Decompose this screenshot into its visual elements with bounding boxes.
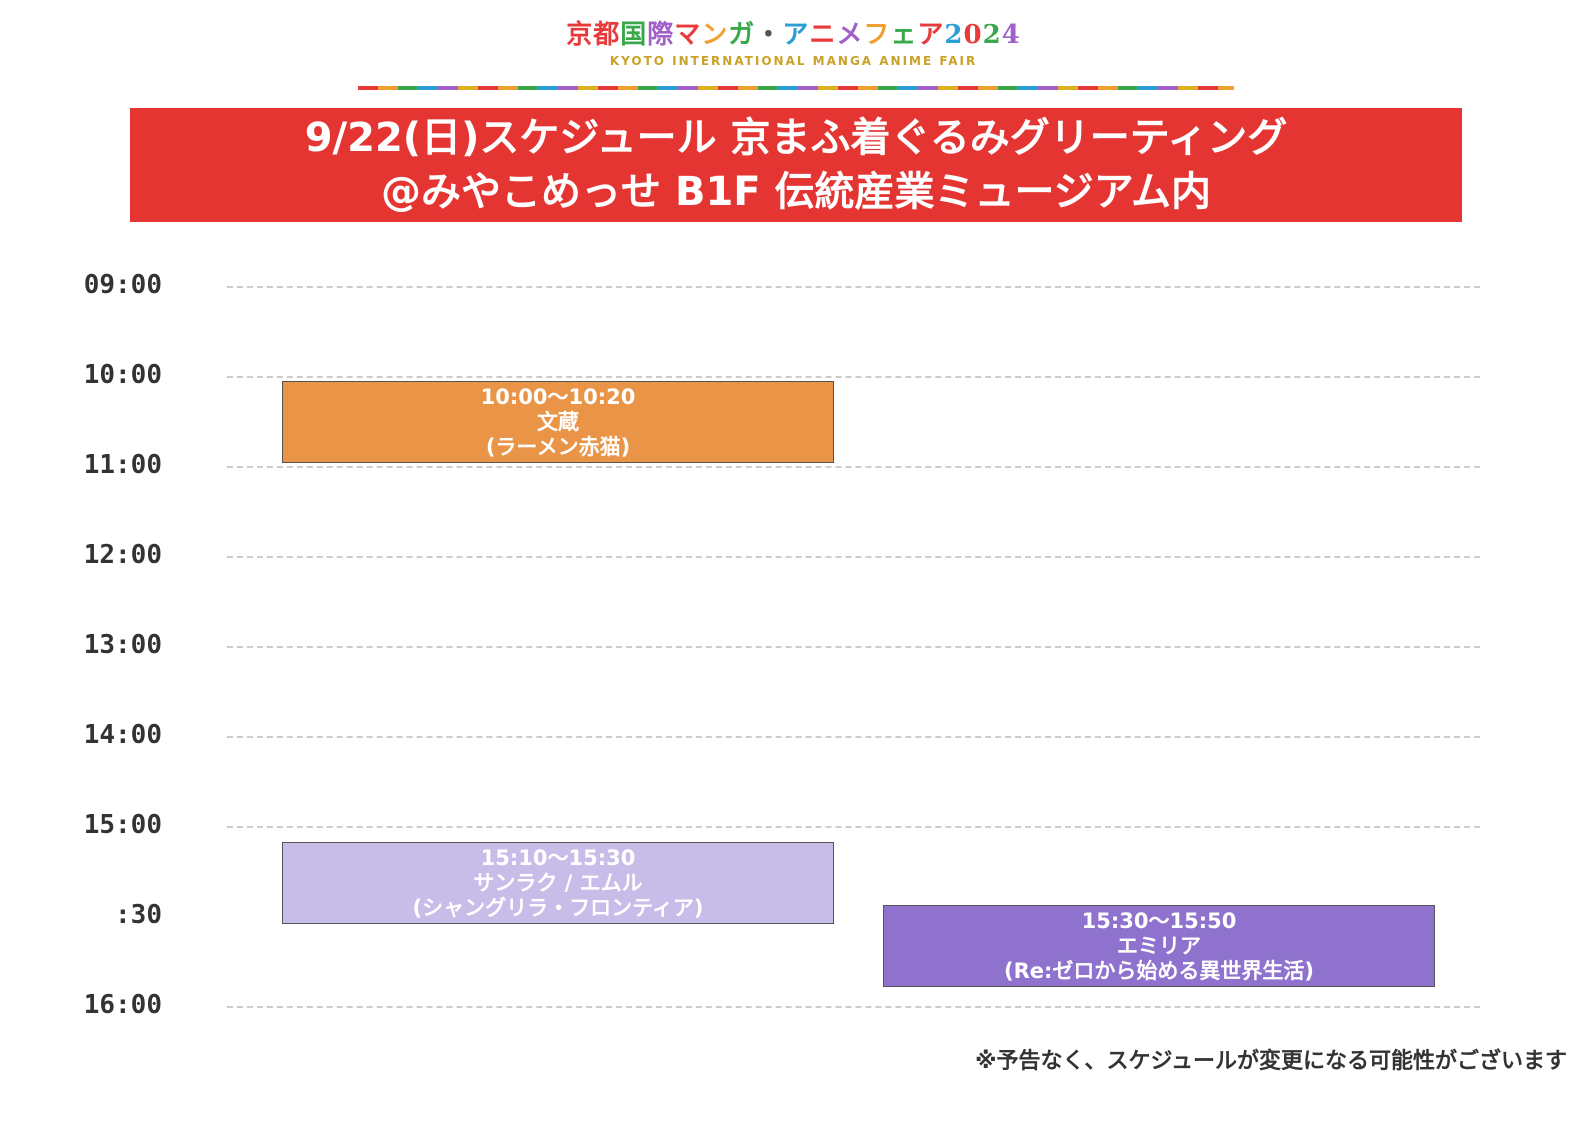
logo-char: ニ — [809, 20, 837, 50]
logo-char: ェ — [890, 20, 918, 50]
time-tick: 15:00 — [83, 810, 162, 840]
logo-char: ガ — [728, 20, 756, 50]
time-tick: 14:00 — [83, 720, 162, 750]
event-block-bunzo: 10:00～10:20 文蔵 (ラーメン赤猫) — [282, 381, 834, 463]
logo-english-title: KYOTO INTERNATIONAL MANGA ANIME FAIR — [609, 54, 978, 68]
time-gridline — [227, 466, 1480, 468]
logo-char: ン — [701, 20, 729, 50]
time-tick: 09:00 — [83, 270, 162, 300]
logo-char: ア — [917, 20, 945, 50]
event-character: サンラク / エムル — [473, 870, 643, 895]
time-tick: 11:00 — [83, 450, 162, 480]
fair-logo: 京都国際マンガ・アニメフェア2024 KYOTO INTERNATIONAL M… — [0, 18, 1587, 68]
logo-color-rule — [358, 86, 1234, 90]
time-gridline — [227, 736, 1480, 738]
logo-japanese-title: 京都国際マンガ・アニメフェア2024 — [0, 18, 1587, 52]
event-block-emilia: 15:30～15:50 エミリア (Re:ゼロから始める異世界生活) — [883, 905, 1435, 987]
logo-char: メ — [836, 20, 864, 50]
time-tick: 12:00 — [83, 540, 162, 570]
time-gridline — [227, 376, 1480, 378]
banner-line-1: 9/22(日)スケジュール 京まふ着ぐるみグリーティング — [304, 115, 1288, 161]
time-tick: 16:00 — [83, 990, 162, 1020]
event-time: 15:10～15:30 — [480, 845, 636, 870]
logo-char: マ — [674, 20, 702, 50]
event-work: (シャングリラ・フロンティア) — [412, 895, 704, 920]
logo-char: 都 — [593, 20, 621, 50]
logo-char: 4 — [1001, 20, 1021, 50]
logo-char: 2 — [944, 20, 964, 50]
schedule-change-note: ※予告なく、スケジュールが変更になる可能性がございます — [975, 1049, 1567, 1074]
logo-char: フ — [863, 20, 891, 50]
event-time: 10:00～10:20 — [480, 384, 636, 409]
logo-char: 際 — [647, 20, 675, 50]
time-tick: :30 — [115, 900, 162, 930]
logo-char: ・ — [755, 20, 783, 50]
banner-line-2: @みやこめっせ B1F 伝統産業ミュージアム内 — [381, 169, 1211, 215]
event-work: (Re:ゼロから始める異世界生活) — [1003, 958, 1314, 983]
logo-char: 京 — [566, 20, 594, 50]
logo-char: 2 — [982, 20, 1002, 50]
logo-char: ア — [782, 20, 810, 50]
logo-char: 国 — [620, 20, 648, 50]
event-character: エミリア — [1117, 933, 1201, 958]
time-gridline — [227, 286, 1480, 288]
event-work: (ラーメン赤猫) — [485, 434, 631, 459]
event-block-sunraku-emul: 15:10～15:30 サンラク / エムル (シャングリラ・フロンティア) — [282, 842, 834, 924]
time-gridline — [227, 826, 1480, 828]
event-character: 文蔵 — [537, 409, 579, 434]
time-tick: 10:00 — [83, 360, 162, 390]
time-gridline — [227, 1006, 1480, 1008]
time-tick: 13:00 — [83, 630, 162, 660]
logo-char: 0 — [963, 20, 983, 50]
time-gridline — [227, 556, 1480, 558]
time-gridline — [227, 646, 1480, 648]
event-time: 15:30～15:50 — [1081, 908, 1237, 933]
schedule-banner: 9/22(日)スケジュール 京まふ着ぐるみグリーティング @みやこめっせ B1F… — [130, 108, 1462, 222]
